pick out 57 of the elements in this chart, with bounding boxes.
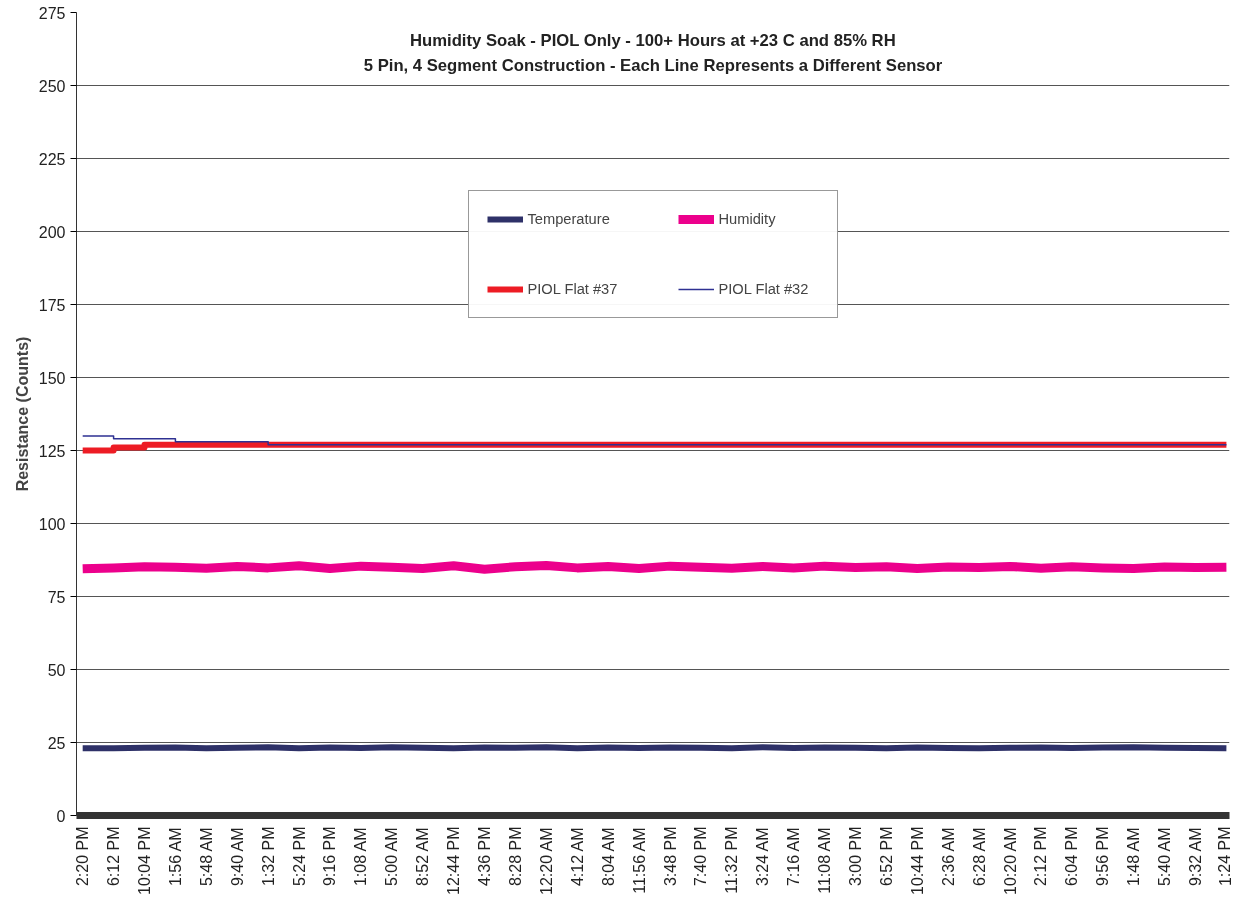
x-tick-label: 11:32 PM bbox=[723, 826, 741, 894]
x-tick-label: 10:44 PM bbox=[908, 826, 926, 895]
x-tick-label: 9:32 AM bbox=[1187, 827, 1204, 887]
x-tick-label: 2:36 AM bbox=[939, 827, 957, 887]
x-tick-label: 9:40 AM bbox=[228, 827, 246, 887]
x-tick-label: 3:24 AM bbox=[754, 827, 772, 887]
x-tick-label: 5:00 AM bbox=[383, 827, 401, 887]
x-tick-label: 12:20 AM bbox=[537, 827, 555, 895]
y-tick-label: 225 bbox=[38, 150, 66, 168]
y-tick-label: 75 bbox=[47, 588, 66, 606]
legend-label: PIOL Flat #37 bbox=[527, 281, 619, 297]
x-tick-label: 12:44 PM bbox=[445, 826, 463, 895]
x-tick-label: 6:28 AM bbox=[970, 827, 988, 887]
x-tick-label: 10:20 AM bbox=[1001, 827, 1019, 895]
x-tick-label: 7:40 PM bbox=[692, 826, 710, 887]
x-tick-label: 11:08 AM bbox=[816, 827, 834, 894]
y-tick-label: 150 bbox=[38, 369, 66, 387]
x-tick-label: 5:24 PM bbox=[290, 826, 308, 887]
y-tick-label: 0 bbox=[56, 807, 66, 825]
x-tick-label: 6:52 PM bbox=[877, 826, 895, 887]
x-tick-label: 7:16 AM bbox=[785, 827, 803, 887]
legend-label: Temperature bbox=[527, 211, 611, 227]
text: 5 Pin, 4 Segment Construction - Each Line Represents a Different Sensor bbox=[363, 56, 943, 75]
x-tick-label: 5:48 AM bbox=[197, 827, 215, 887]
x-tick-label: 6:04 PM bbox=[1063, 826, 1081, 887]
text: Humidity Soak - PIOL Only - 100+ Hours at +23 C and 85% RH bbox=[410, 31, 896, 50]
legend-label: Humidity bbox=[718, 211, 777, 227]
x-tick-label: 11:56 AM bbox=[630, 827, 648, 894]
x-tick-label: 8:28 PM bbox=[506, 826, 524, 887]
x-tick-label: 3:48 PM bbox=[661, 826, 679, 887]
x-tick-label: 1:32 PM bbox=[259, 826, 277, 887]
x-tick-label: 1:48 AM bbox=[1125, 827, 1143, 887]
x-tick-label: 8:04 AM bbox=[599, 827, 617, 887]
x-tick-label: 9:56 PM bbox=[1094, 826, 1112, 887]
y-axis-title: Resistance (Counts) bbox=[13, 336, 31, 492]
x-tick-label: 9:16 PM bbox=[321, 826, 339, 887]
x-tick-label: 2:20 PM bbox=[74, 826, 92, 887]
x-tick-label: 1:24 PM bbox=[1216, 826, 1233, 887]
x-tick-label: 1:56 AM bbox=[166, 827, 184, 887]
y-tick-label: 25 bbox=[47, 734, 66, 752]
y-tick-label: 175 bbox=[38, 296, 66, 314]
x-tick-label: 2:12 PM bbox=[1032, 826, 1050, 887]
x-tick-label: 8:52 AM bbox=[414, 827, 432, 887]
y-tick-label: 50 bbox=[47, 661, 66, 679]
x-tick-label: 3:00 PM bbox=[846, 826, 864, 887]
legend-label: PIOL Flat #32 bbox=[718, 281, 810, 297]
y-tick-label: 250 bbox=[38, 77, 66, 95]
y-tick-label: 200 bbox=[38, 223, 66, 241]
y-tick-label: 125 bbox=[38, 442, 66, 460]
y-tick-label: 100 bbox=[38, 515, 66, 533]
x-tick-label: 6:12 PM bbox=[105, 826, 123, 887]
x-tick-label: 1:08 AM bbox=[352, 827, 370, 887]
x-tick-label: 10:04 PM bbox=[136, 826, 154, 895]
y-tick-label: 275 bbox=[38, 4, 66, 22]
x-tick-label: 5:40 AM bbox=[1156, 827, 1174, 887]
x-tick-label: 4:36 PM bbox=[476, 826, 494, 887]
x-tick-label: 4:12 AM bbox=[568, 827, 586, 887]
